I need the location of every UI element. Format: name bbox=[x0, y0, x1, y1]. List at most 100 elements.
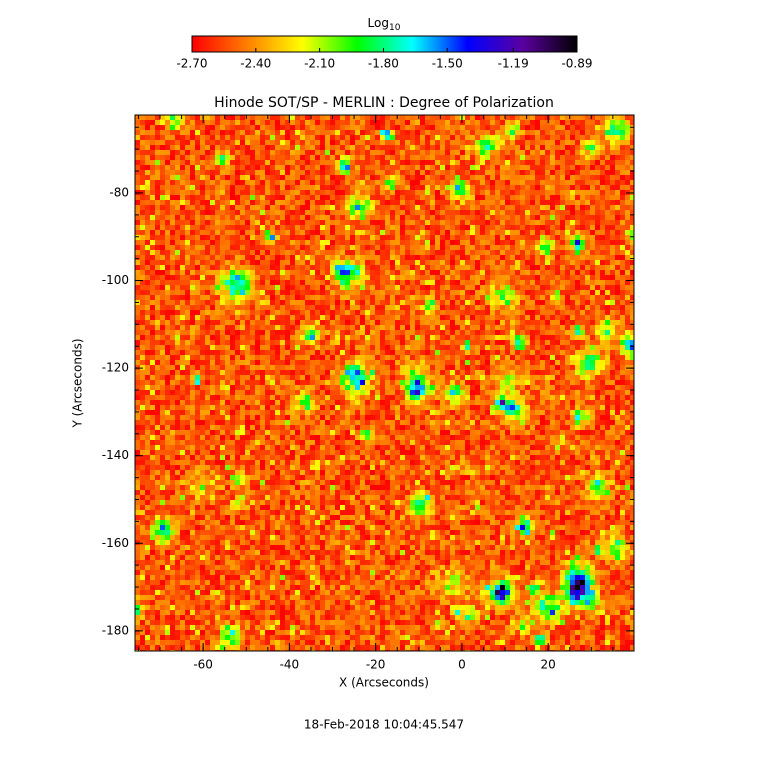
map-cell bbox=[380, 175, 385, 180]
map-cell bbox=[235, 225, 240, 230]
map-cell bbox=[435, 225, 440, 230]
map-cell bbox=[605, 205, 610, 210]
map-cell bbox=[455, 170, 460, 175]
map-cell bbox=[140, 260, 145, 265]
map-cell bbox=[615, 205, 620, 210]
map-cell bbox=[375, 170, 380, 175]
map-cell bbox=[150, 280, 155, 285]
map-cell bbox=[435, 235, 440, 240]
map-cell bbox=[575, 360, 580, 365]
map-cell bbox=[505, 180, 510, 185]
map-cell bbox=[470, 330, 475, 335]
map-cell bbox=[455, 120, 460, 125]
map-cell bbox=[415, 330, 420, 335]
map-cell bbox=[460, 155, 465, 160]
map-cell bbox=[310, 145, 315, 150]
map-cell bbox=[625, 270, 630, 275]
map-cell bbox=[285, 120, 290, 125]
map-cell bbox=[495, 285, 500, 290]
map-cell bbox=[525, 275, 530, 280]
map-cell bbox=[275, 215, 280, 220]
map-cell bbox=[270, 135, 275, 140]
map-cell bbox=[160, 270, 165, 275]
map-cell bbox=[450, 170, 455, 175]
map-cell bbox=[250, 350, 255, 355]
map-cell bbox=[545, 180, 550, 185]
map-cell bbox=[430, 160, 435, 165]
map-cell bbox=[395, 335, 400, 340]
map-cell bbox=[200, 315, 205, 320]
map-cell bbox=[185, 310, 190, 315]
map-cell bbox=[210, 195, 215, 200]
map-cell bbox=[585, 200, 590, 205]
map-cell bbox=[345, 230, 350, 235]
map-cell bbox=[160, 310, 165, 315]
map-cell bbox=[220, 305, 225, 310]
map-cell bbox=[555, 225, 560, 230]
map-cell bbox=[475, 350, 480, 355]
map-cell bbox=[485, 175, 490, 180]
map-cell bbox=[615, 210, 620, 215]
map-cell bbox=[460, 200, 465, 205]
map-cell bbox=[420, 325, 425, 330]
map-cell bbox=[620, 325, 625, 330]
map-cell bbox=[385, 325, 390, 330]
map-cell bbox=[155, 125, 160, 130]
map-cell bbox=[580, 135, 585, 140]
map-cell bbox=[435, 205, 440, 210]
map-cell bbox=[500, 325, 505, 330]
map-cell bbox=[395, 290, 400, 295]
map-cell bbox=[140, 350, 145, 355]
map-cell bbox=[170, 270, 175, 275]
map-cell bbox=[155, 145, 160, 150]
map-cell bbox=[500, 355, 505, 360]
map-cell bbox=[395, 205, 400, 210]
map-cell bbox=[385, 295, 390, 300]
map-cell bbox=[630, 275, 634, 280]
map-cell bbox=[475, 180, 480, 185]
map-cell bbox=[200, 185, 205, 190]
map-cell bbox=[560, 115, 565, 120]
map-cell bbox=[325, 240, 330, 245]
map-cell bbox=[245, 350, 250, 355]
map-cell bbox=[625, 250, 630, 255]
map-cell bbox=[300, 340, 305, 345]
map-cell bbox=[485, 330, 490, 335]
map-cell bbox=[580, 350, 585, 355]
map-cell bbox=[625, 260, 630, 265]
map-cell bbox=[450, 185, 455, 190]
map-cell bbox=[515, 305, 520, 310]
map-cell bbox=[320, 280, 325, 285]
map-cell bbox=[445, 265, 450, 270]
map-cell bbox=[305, 180, 310, 185]
map-cell bbox=[390, 155, 395, 160]
map-cell bbox=[555, 230, 560, 235]
map-cell bbox=[315, 175, 320, 180]
map-cell bbox=[175, 290, 180, 295]
map-cell bbox=[405, 270, 410, 275]
map-cell bbox=[435, 300, 440, 305]
map-cell bbox=[390, 195, 395, 200]
map-cell bbox=[475, 335, 480, 340]
map-cell bbox=[545, 290, 550, 295]
map-cell bbox=[455, 300, 460, 305]
map-cell bbox=[265, 270, 270, 275]
map-cell bbox=[215, 160, 220, 165]
map-cell bbox=[450, 125, 455, 130]
map-cell bbox=[575, 330, 580, 335]
map-cell bbox=[245, 225, 250, 230]
map-cell bbox=[485, 285, 490, 290]
map-cell bbox=[525, 190, 530, 195]
map-cell bbox=[175, 315, 180, 320]
map-cell bbox=[615, 140, 620, 145]
map-cell bbox=[455, 190, 460, 195]
map-cell bbox=[625, 195, 630, 200]
map-cell bbox=[450, 165, 455, 170]
map-cell bbox=[410, 190, 415, 195]
map-cell bbox=[410, 135, 415, 140]
map-cell bbox=[220, 155, 225, 160]
map-cell bbox=[485, 115, 490, 120]
map-cell bbox=[405, 190, 410, 195]
map-cell bbox=[175, 260, 180, 265]
map-cell bbox=[535, 250, 540, 255]
